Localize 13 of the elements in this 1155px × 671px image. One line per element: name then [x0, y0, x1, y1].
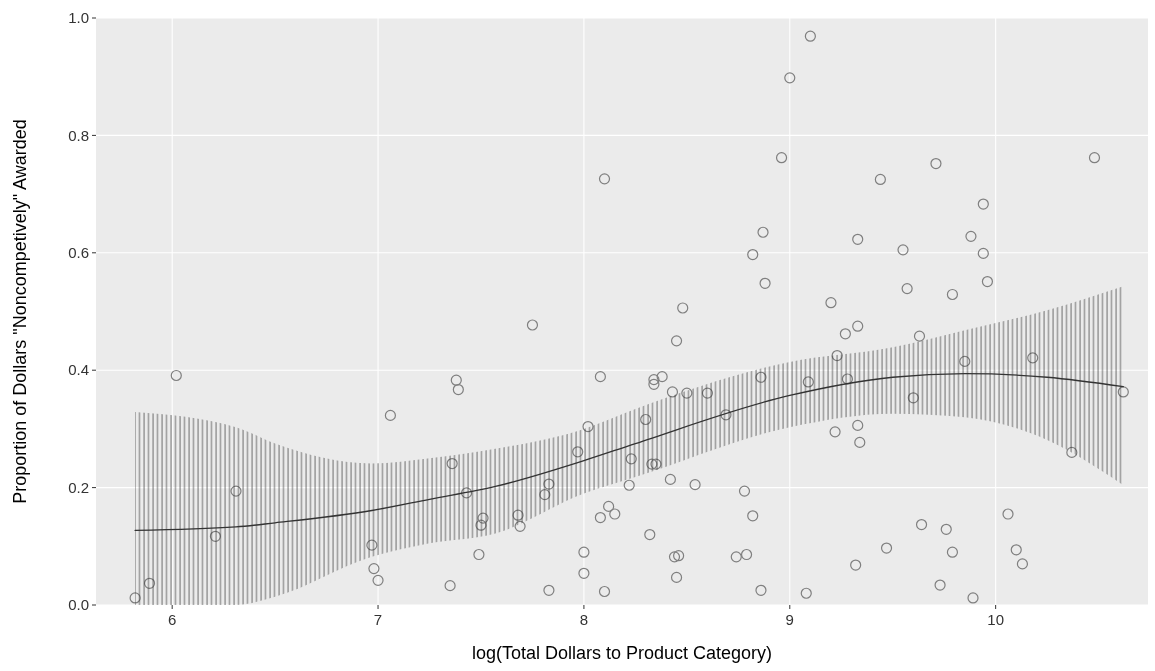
y-tick-label: 0.0	[68, 596, 89, 614]
y-tick-label: 1.0	[68, 9, 89, 27]
x-tick-label: 6	[168, 611, 177, 628]
y-tick-label: 0.8	[68, 126, 89, 144]
y-tick-label: 0.4	[68, 361, 89, 379]
y-tick-label: 0.6	[68, 244, 89, 262]
x-tick-label: 8	[579, 611, 589, 628]
x-tick-label: 7	[373, 611, 383, 628]
y-tick-label: 0.2	[68, 478, 89, 496]
x-tick-label: 10	[987, 611, 1004, 628]
x-axis-title: log(Total Dollars to Product Category)	[471, 643, 773, 663]
y-axis-title: Proportion of Dollars "Noncompetively" Awarded	[10, 119, 30, 504]
x-tick-label: 9	[785, 611, 794, 628]
